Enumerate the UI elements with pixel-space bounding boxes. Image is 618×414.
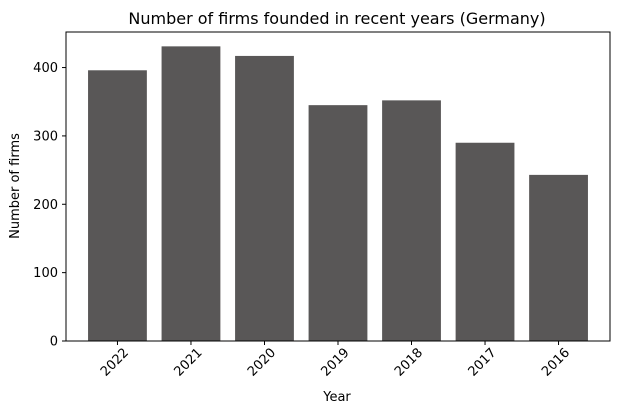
plot-frame <box>65 31 611 342</box>
bar-2022 <box>88 70 147 341</box>
x-tick-label-2018: 2018 <box>392 346 426 380</box>
x-axis-label: Year <box>322 390 351 405</box>
x-tick-label-2021: 2021 <box>171 346 205 380</box>
y-axis-ticks: 0 100 200 300 400 <box>33 61 66 350</box>
x-tick-label-2019: 2019 <box>319 346 353 380</box>
bar-2020 <box>235 55 294 342</box>
bar-2016 <box>529 174 588 341</box>
y-tick-label: 300 <box>33 129 58 144</box>
bar-2017 <box>455 142 515 341</box>
bar-2021 <box>161 46 221 342</box>
x-tick-label-2017: 2017 <box>466 346 500 380</box>
bars-group <box>88 46 588 342</box>
y-axis-label: Number of firms <box>8 133 23 239</box>
bar-2018 <box>382 100 441 341</box>
y-tick-label: 200 <box>33 198 58 213</box>
chart-title: Number of firms founded in recent years … <box>128 9 545 28</box>
bar-2019 <box>308 105 368 342</box>
y-tick-label: 100 <box>33 266 58 281</box>
y-tick-label: 0 <box>50 335 58 350</box>
x-tick-label-2022: 2022 <box>98 346 132 380</box>
y-tick-label: 400 <box>33 61 58 76</box>
x-tick-label-2016: 2016 <box>539 346 573 380</box>
x-axis-ticks: 2022 2021 2020 2019 2018 2017 2016 <box>98 341 573 380</box>
x-tick-label-2020: 2020 <box>245 346 279 380</box>
